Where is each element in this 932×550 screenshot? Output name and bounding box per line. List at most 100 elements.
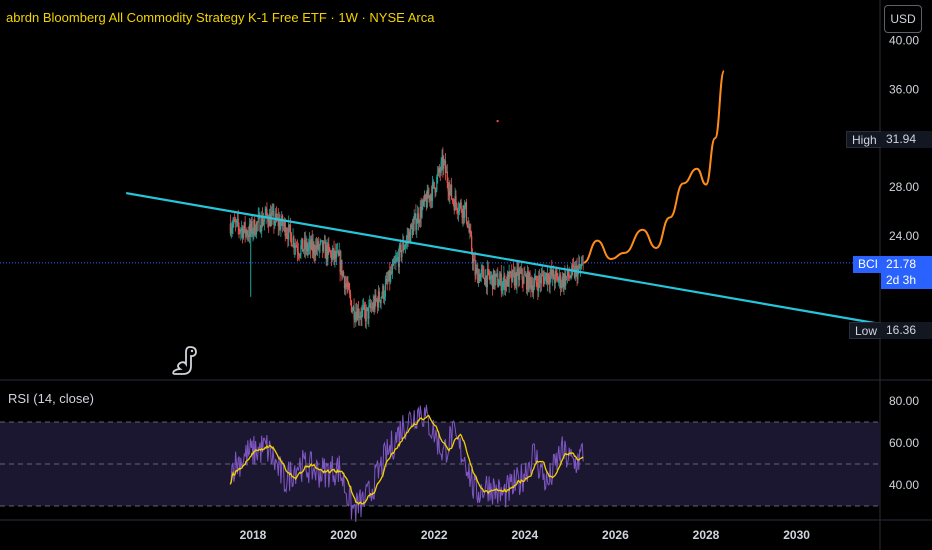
candle-body[interactable]: [248, 235, 250, 238]
candle-body[interactable]: [316, 240, 319, 250]
candle-body[interactable]: [466, 221, 468, 227]
candle-body[interactable]: [547, 273, 549, 281]
currency-button[interactable]: USD: [884, 5, 922, 33]
candle-body[interactable]: [487, 268, 489, 270]
candle-body[interactable]: [477, 268, 479, 284]
candle-body[interactable]: [287, 234, 289, 240]
candle-body[interactable]: [386, 279, 388, 282]
candle-body[interactable]: [284, 220, 286, 237]
candle-body[interactable]: [484, 278, 486, 285]
candle-body[interactable]: [510, 271, 512, 274]
candle-body[interactable]: [488, 269, 490, 277]
candle-body[interactable]: [380, 297, 382, 304]
candle-body[interactable]: [459, 202, 461, 205]
candle-body[interactable]: [539, 279, 542, 284]
candle-body[interactable]: [430, 194, 433, 202]
candle-body[interactable]: [451, 199, 454, 202]
candle-body[interactable]: [350, 300, 353, 313]
candle-body[interactable]: [343, 276, 346, 289]
candle-body[interactable]: [363, 304, 365, 308]
candle-body[interactable]: [414, 213, 416, 219]
candle-body[interactable]: [423, 199, 425, 202]
candle-body[interactable]: [446, 171, 448, 183]
candle-body[interactable]: [341, 259, 343, 277]
candle-body[interactable]: [439, 172, 441, 173]
price-axis[interactable]: 40.00 36.00 28.00 24.00: [889, 34, 919, 243]
candle-body[interactable]: [418, 221, 420, 224]
candle-body[interactable]: [317, 240, 319, 250]
candle-body[interactable]: [452, 201, 454, 203]
candle-body[interactable]: [318, 246, 320, 250]
rsi-legend-label[interactable]: RSI (14, close): [8, 391, 94, 406]
candle-body[interactable]: [369, 303, 371, 306]
candle-body[interactable]: [421, 206, 423, 218]
candle-body[interactable]: [337, 251, 339, 256]
candle-body[interactable]: [521, 269, 523, 280]
candle-body[interactable]: [448, 191, 450, 196]
candle-body[interactable]: [566, 268, 569, 277]
candle-body[interactable]: [338, 252, 340, 256]
candle-body[interactable]: [558, 280, 560, 283]
candle-body[interactable]: [429, 195, 431, 201]
candle-body[interactable]: [426, 189, 428, 208]
candle-body[interactable]: [315, 245, 318, 250]
candle-body[interactable]: [437, 173, 439, 177]
candle-body[interactable]: [577, 268, 579, 280]
candles-group[interactable]: [229, 147, 584, 330]
candle-body[interactable]: [554, 271, 556, 284]
candle-body[interactable]: [469, 230, 471, 233]
candle-body[interactable]: [572, 266, 575, 267]
candle-body[interactable]: [250, 221, 252, 231]
candle-body[interactable]: [531, 285, 533, 290]
candle-body[interactable]: [346, 285, 348, 287]
candle-body[interactable]: [372, 301, 374, 310]
candle-body[interactable]: [280, 224, 282, 230]
candle-body[interactable]: [370, 303, 372, 309]
candle-body[interactable]: [295, 245, 298, 248]
candle-body[interactable]: [275, 213, 278, 220]
candle-body[interactable]: [324, 241, 326, 259]
candle-body[interactable]: [394, 261, 396, 264]
candle-body[interactable]: [523, 274, 525, 284]
candle-body[interactable]: [502, 281, 504, 287]
candle-body[interactable]: [408, 232, 410, 238]
candle-body[interactable]: [472, 259, 475, 263]
candle-body[interactable]: [270, 215, 272, 226]
candle-body[interactable]: [575, 265, 577, 268]
candle-body[interactable]: [395, 259, 397, 262]
candle-body[interactable]: [330, 252, 333, 260]
candle-body[interactable]: [347, 283, 349, 287]
candle-body[interactable]: [562, 276, 564, 287]
candle-body[interactable]: [431, 182, 434, 202]
candle-body[interactable]: [564, 274, 566, 286]
candle-body[interactable]: [479, 274, 481, 282]
candle-body[interactable]: [436, 176, 438, 190]
candle-body[interactable]: [293, 237, 295, 249]
candle-body[interactable]: [288, 224, 290, 240]
candle-body[interactable]: [552, 270, 555, 280]
candle-body[interactable]: [514, 272, 516, 286]
candle-body[interactable]: [403, 247, 406, 250]
candle-body[interactable]: [238, 225, 240, 231]
candle-body[interactable]: [481, 268, 483, 270]
candle-body[interactable]: [310, 238, 312, 250]
candle-body[interactable]: [312, 243, 314, 252]
candle-body[interactable]: [255, 234, 257, 235]
candle-body[interactable]: [424, 194, 427, 200]
candle-body[interactable]: [507, 273, 509, 287]
candle-body[interactable]: [580, 265, 583, 268]
candle-body[interactable]: [304, 239, 306, 250]
candle-body[interactable]: [432, 181, 434, 183]
candle-body[interactable]: [231, 227, 233, 230]
candle-body[interactable]: [496, 273, 498, 275]
candle-body[interactable]: [548, 280, 550, 285]
candle-body[interactable]: [402, 241, 404, 251]
candle-body[interactable]: [517, 268, 519, 270]
candle-body[interactable]: [277, 217, 279, 227]
candle-body[interactable]: [478, 273, 480, 284]
candle-body[interactable]: [471, 252, 474, 263]
candle-body[interactable]: [471, 235, 473, 253]
candle-body[interactable]: [274, 222, 276, 226]
candle-body[interactable]: [381, 295, 383, 298]
